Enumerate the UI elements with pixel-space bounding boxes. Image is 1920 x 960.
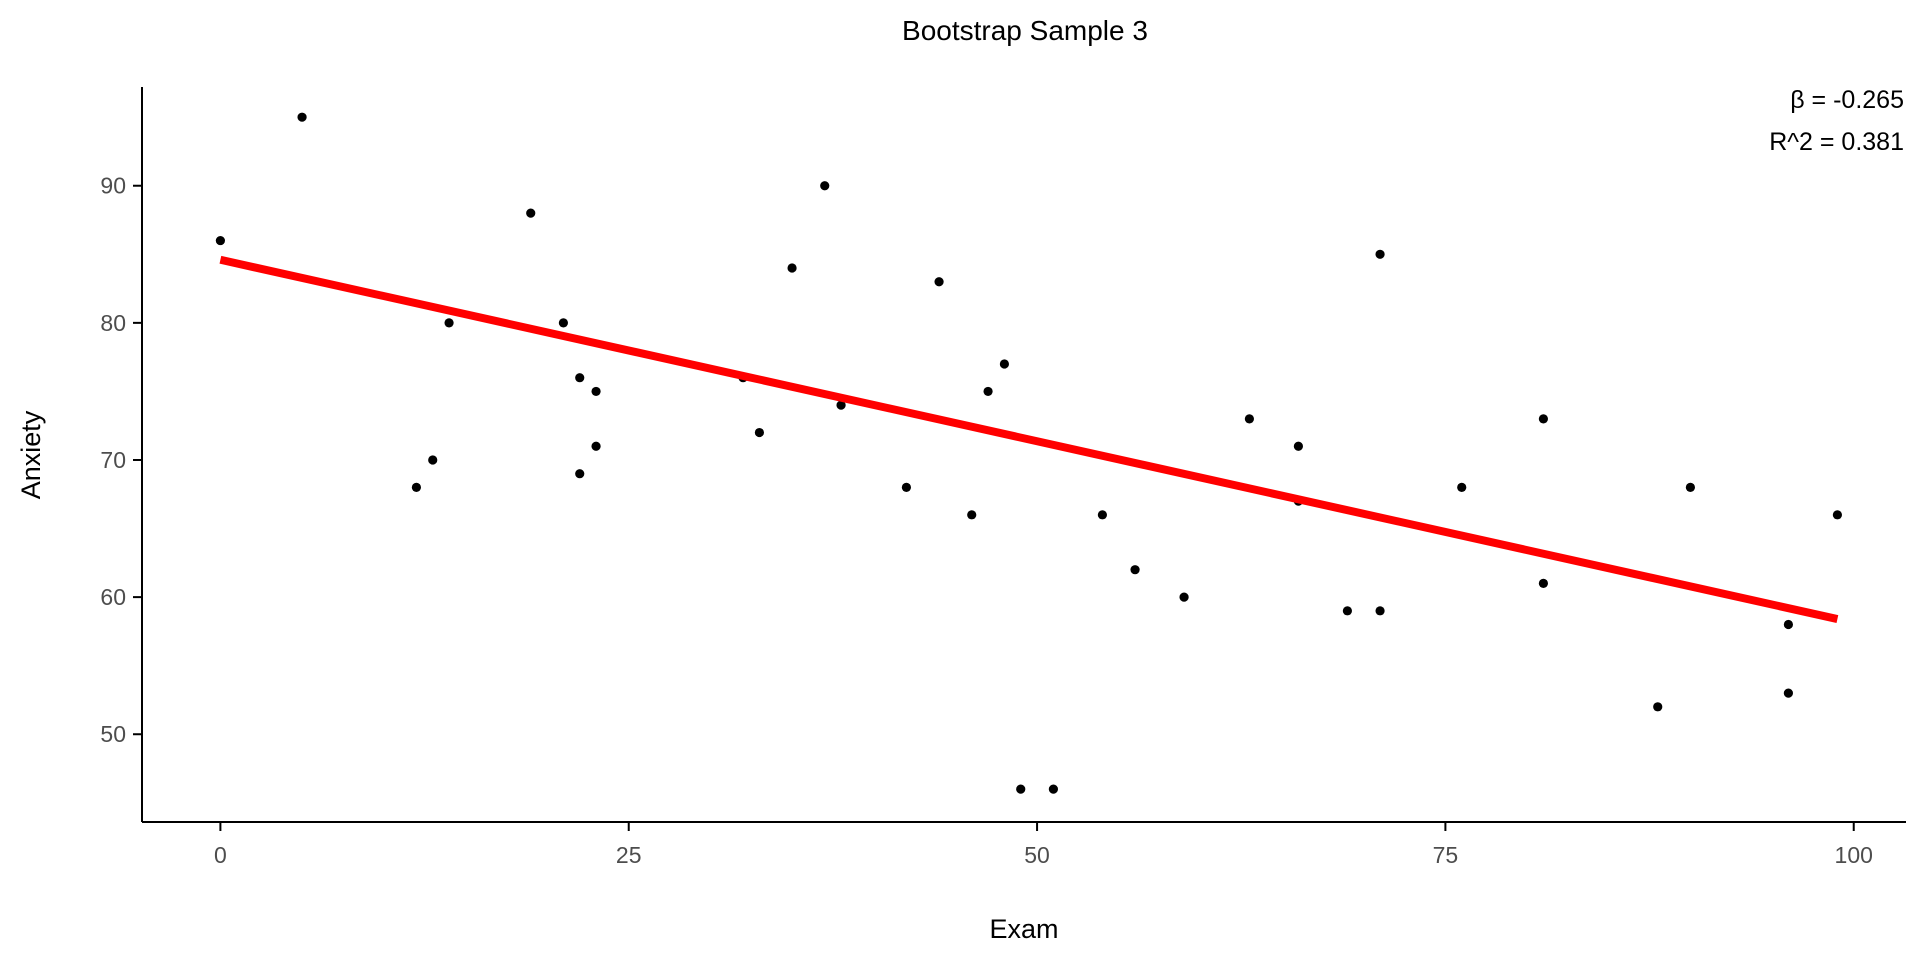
data-point [215, 235, 225, 246]
x-axis-ticks: 0 25 50 75 100 [214, 822, 1873, 868]
data-point [1783, 619, 1793, 630]
data-point [1097, 510, 1107, 520]
y-tick-label: 70 [100, 447, 126, 473]
x-tick-label: 100 [1835, 842, 1873, 868]
data-point [1783, 688, 1793, 698]
data-point [591, 441, 601, 451]
data-point [1293, 441, 1303, 451]
y-tick-label: 60 [100, 584, 126, 610]
x-tick-label: 0 [214, 842, 227, 868]
data-point [820, 181, 830, 191]
data-point [754, 427, 765, 438]
data-point [836, 400, 846, 410]
data-point [1653, 702, 1663, 712]
data-point [787, 263, 797, 273]
data-point [1342, 606, 1352, 616]
x-tick-label: 75 [1433, 842, 1459, 868]
data-point [1179, 592, 1189, 602]
regression-line [219, 255, 1839, 623]
data-point [934, 277, 944, 287]
data-point [1048, 784, 1058, 794]
data-point [591, 386, 601, 397]
data-point [558, 318, 569, 328]
data-point [999, 359, 1010, 369]
y-tick-label: 80 [100, 310, 126, 336]
data-point [411, 482, 421, 493]
data-point [1130, 565, 1140, 575]
x-tick-label: 50 [1024, 842, 1050, 868]
data-point [444, 318, 454, 328]
data-point [1457, 482, 1467, 493]
chart-title: Bootstrap Sample 3 [902, 15, 1148, 46]
data-point [526, 208, 536, 218]
y-tick-label: 90 [100, 173, 126, 199]
data-point [297, 112, 307, 122]
data-point [575, 373, 585, 383]
y-tick-label: 50 [100, 721, 126, 747]
data-point [1832, 510, 1842, 520]
data-point [1538, 578, 1548, 588]
data-point [983, 386, 993, 397]
y-axis-label: Anxiety [16, 410, 46, 499]
y-axis-ticks: 50 60 70 80 90 [100, 173, 142, 747]
data-point [901, 482, 912, 493]
data-point [967, 510, 977, 520]
annotation-r-squared: R^2 = 0.381 [1769, 128, 1904, 156]
x-tick-label: 25 [616, 842, 642, 868]
data-point [428, 455, 438, 465]
x-axis-label: Exam [989, 914, 1058, 944]
data-point [1016, 784, 1026, 794]
annotation-beta: β = -0.265 [1790, 86, 1904, 114]
plot-area [215, 112, 1842, 794]
data-point [1685, 482, 1695, 493]
data-point [1244, 414, 1254, 424]
data-point [1538, 414, 1548, 424]
data-point [575, 469, 585, 479]
data-point [1375, 249, 1385, 259]
data-point [1375, 606, 1385, 616]
